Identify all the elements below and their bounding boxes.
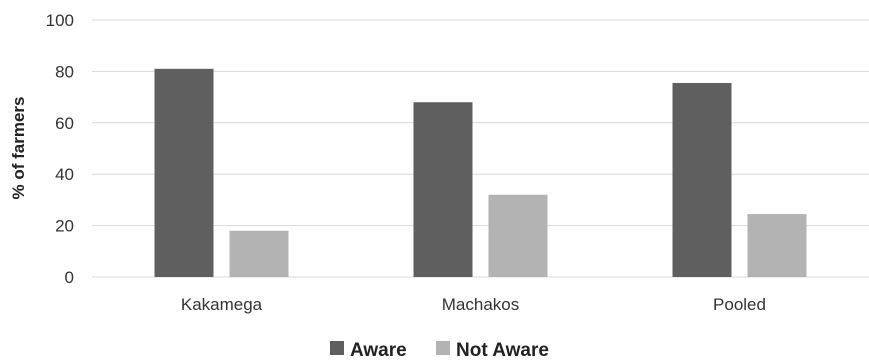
bar-kakamega-aware <box>154 68 214 277</box>
legend-label-aware: Aware <box>350 340 407 361</box>
legend-swatch-not-aware <box>436 341 450 355</box>
y-tick-label-80: 80 <box>55 62 74 81</box>
bars <box>154 68 807 278</box>
bar-pooled-not-aware <box>747 214 807 277</box>
legend: Aware Not Aware <box>330 340 549 361</box>
x-category-label-pooled: Pooled <box>713 295 766 314</box>
bar-kakamega-not-aware <box>229 230 289 277</box>
y-tick-label-40: 40 <box>55 165 74 184</box>
legend-swatch-aware <box>330 341 344 355</box>
bar-pooled-aware <box>672 82 732 277</box>
y-tick-label-20: 20 <box>55 217 74 236</box>
y-tick-label-0: 0 <box>65 268 74 287</box>
bar-machakos-not-aware <box>488 194 548 277</box>
x-category-label-kakamega: Kakamega <box>181 295 263 314</box>
y-axis-tick-labels: 0 20 40 60 80 100 <box>46 11 74 287</box>
y-tick-label-100: 100 <box>46 11 74 30</box>
y-axis-title: % of farmers <box>9 97 28 200</box>
bar-machakos-aware <box>413 102 473 278</box>
x-category-label-machakos: Machakos <box>442 295 519 314</box>
gridlines <box>92 19 869 278</box>
x-axis-category-labels: Kakamega Machakos Pooled <box>181 295 766 314</box>
legend-label-not-aware: Not Aware <box>456 340 549 361</box>
y-tick-label-60: 60 <box>55 114 74 133</box>
